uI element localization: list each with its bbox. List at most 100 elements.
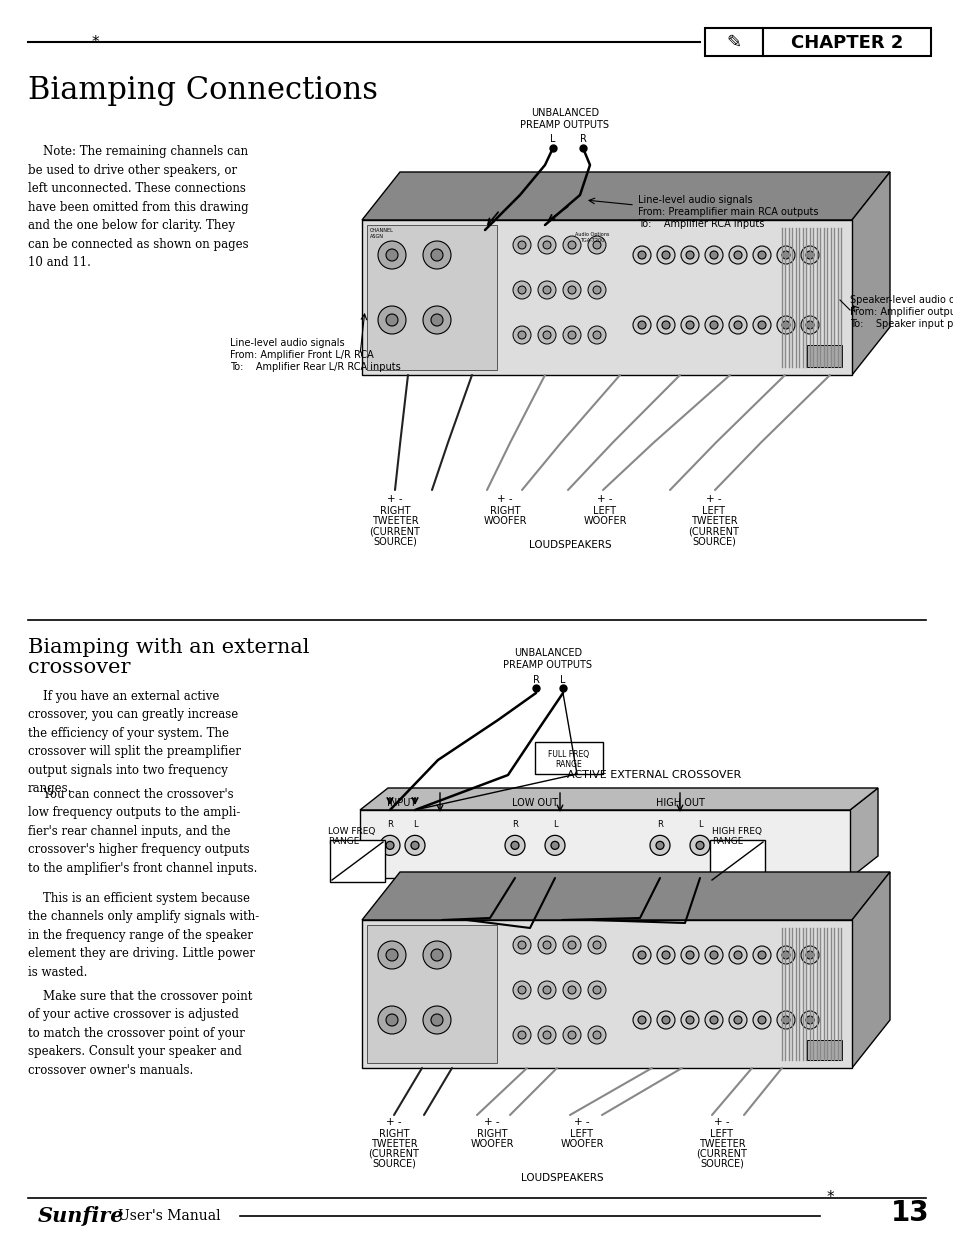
Circle shape bbox=[657, 946, 675, 965]
Text: PREAMP OUTPUTS: PREAMP OUTPUTS bbox=[503, 659, 592, 671]
Circle shape bbox=[386, 314, 397, 326]
Text: 13: 13 bbox=[890, 1199, 929, 1228]
Circle shape bbox=[704, 316, 722, 333]
Circle shape bbox=[758, 1016, 765, 1024]
Circle shape bbox=[781, 951, 789, 960]
Circle shape bbox=[680, 946, 699, 965]
Text: User's Manual: User's Manual bbox=[118, 1209, 220, 1223]
Circle shape bbox=[386, 948, 397, 961]
Circle shape bbox=[728, 246, 746, 264]
Circle shape bbox=[537, 236, 556, 254]
Circle shape bbox=[733, 251, 741, 259]
Circle shape bbox=[733, 1016, 741, 1024]
Bar bbox=[367, 225, 497, 370]
Circle shape bbox=[633, 946, 650, 965]
Bar bbox=[806, 345, 841, 367]
Text: + -: + - bbox=[484, 1116, 499, 1128]
Circle shape bbox=[758, 251, 765, 259]
Circle shape bbox=[680, 246, 699, 264]
Circle shape bbox=[638, 1016, 645, 1024]
Text: + -: + - bbox=[714, 1116, 729, 1128]
Polygon shape bbox=[849, 788, 877, 878]
Circle shape bbox=[517, 941, 525, 948]
Text: Sunfire: Sunfire bbox=[38, 1207, 125, 1226]
Circle shape bbox=[422, 306, 451, 333]
Text: Line-level audio signals: Line-level audio signals bbox=[230, 338, 344, 348]
Text: R: R bbox=[657, 820, 662, 830]
Circle shape bbox=[517, 287, 525, 294]
Circle shape bbox=[704, 246, 722, 264]
Text: WOOFER: WOOFER bbox=[483, 516, 526, 526]
Text: HIGH FREQ: HIGH FREQ bbox=[711, 827, 761, 836]
Circle shape bbox=[758, 321, 765, 329]
Text: WOOFER: WOOFER bbox=[470, 1139, 514, 1149]
Text: ✎: ✎ bbox=[725, 35, 740, 52]
Text: LOUDSPEAKERS: LOUDSPEAKERS bbox=[520, 1173, 602, 1183]
Circle shape bbox=[661, 1016, 669, 1024]
Circle shape bbox=[504, 835, 524, 856]
Text: TWEETER: TWEETER bbox=[690, 516, 737, 526]
Circle shape bbox=[801, 316, 818, 333]
Circle shape bbox=[567, 1031, 576, 1039]
Circle shape bbox=[542, 1031, 551, 1039]
Bar bbox=[535, 742, 602, 774]
Text: ACTIVE EXTERNAL CROSSOVER: ACTIVE EXTERNAL CROSSOVER bbox=[566, 769, 740, 781]
Text: L: L bbox=[413, 820, 416, 830]
Circle shape bbox=[587, 236, 605, 254]
Circle shape bbox=[377, 941, 406, 969]
Circle shape bbox=[709, 251, 718, 259]
Circle shape bbox=[805, 251, 813, 259]
Circle shape bbox=[801, 246, 818, 264]
Text: INPUT: INPUT bbox=[387, 798, 416, 808]
Text: SOURCE): SOURCE) bbox=[700, 1158, 743, 1170]
Text: + -: + - bbox=[387, 494, 402, 504]
Circle shape bbox=[587, 936, 605, 953]
Circle shape bbox=[567, 941, 576, 948]
Text: From: Preamplifier main RCA outputs: From: Preamplifier main RCA outputs bbox=[638, 207, 818, 217]
Text: + -: + - bbox=[574, 1116, 589, 1128]
Text: L: L bbox=[559, 676, 565, 685]
Circle shape bbox=[542, 941, 551, 948]
Circle shape bbox=[567, 241, 576, 249]
Circle shape bbox=[776, 1011, 794, 1029]
Text: + -: + - bbox=[597, 494, 612, 504]
Circle shape bbox=[422, 241, 451, 269]
Circle shape bbox=[752, 1011, 770, 1029]
Text: WOOFER: WOOFER bbox=[582, 516, 626, 526]
Text: LOW FREQ: LOW FREQ bbox=[328, 827, 375, 836]
Bar bbox=[361, 920, 851, 1068]
Text: To:    Amplifier RCA inputs: To: Amplifier RCA inputs bbox=[638, 219, 763, 228]
Text: From: Amplifier Front L/R RCA: From: Amplifier Front L/R RCA bbox=[230, 350, 374, 359]
Circle shape bbox=[513, 236, 531, 254]
Text: TWEETER: TWEETER bbox=[371, 1139, 416, 1149]
Circle shape bbox=[517, 986, 525, 994]
Circle shape bbox=[685, 321, 693, 329]
Bar bbox=[330, 840, 385, 882]
Text: + -: + - bbox=[705, 494, 721, 504]
Circle shape bbox=[567, 287, 576, 294]
Circle shape bbox=[542, 331, 551, 338]
Text: *: * bbox=[91, 35, 99, 49]
Text: RIGHT: RIGHT bbox=[378, 1129, 409, 1139]
Text: R: R bbox=[532, 676, 538, 685]
Text: TWEETER: TWEETER bbox=[698, 1139, 744, 1149]
Circle shape bbox=[544, 835, 564, 856]
Circle shape bbox=[733, 321, 741, 329]
Text: Audio Options
TGA-7200: Audio Options TGA-7200 bbox=[575, 232, 609, 243]
Text: SOURCE): SOURCE) bbox=[691, 536, 735, 546]
Circle shape bbox=[562, 326, 580, 345]
Circle shape bbox=[537, 981, 556, 999]
Text: UNBALANCED: UNBALANCED bbox=[514, 648, 581, 658]
Circle shape bbox=[593, 986, 600, 994]
Polygon shape bbox=[361, 172, 889, 220]
Circle shape bbox=[638, 251, 645, 259]
Circle shape bbox=[517, 331, 525, 338]
Text: CHANNEL
ASGN: CHANNEL ASGN bbox=[370, 228, 394, 238]
Circle shape bbox=[805, 321, 813, 329]
Circle shape bbox=[801, 1011, 818, 1029]
Circle shape bbox=[513, 981, 531, 999]
Circle shape bbox=[728, 946, 746, 965]
Text: FULL FREQ: FULL FREQ bbox=[548, 750, 589, 760]
Circle shape bbox=[379, 835, 399, 856]
Bar bbox=[762, 28, 930, 56]
